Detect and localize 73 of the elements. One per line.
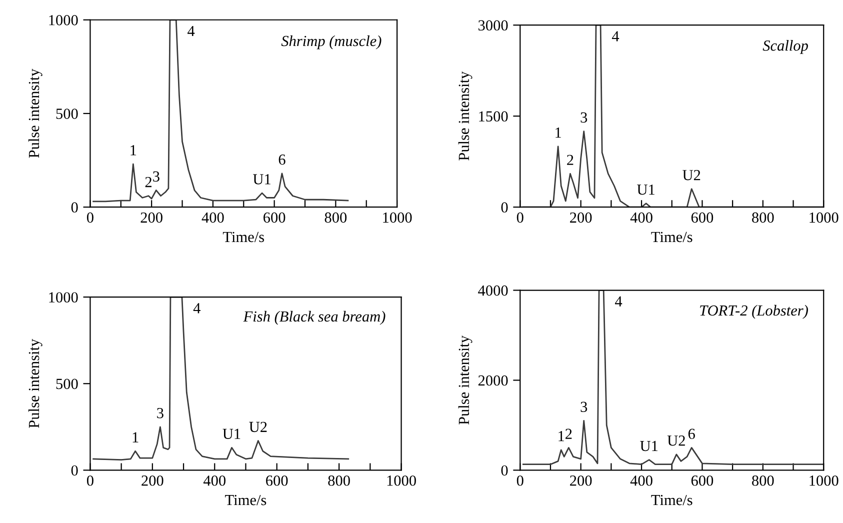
y-tick-label: 1500 [479, 111, 508, 122]
x-tick-label: 600 [691, 475, 714, 486]
x-tick-label: 1000 [810, 475, 838, 486]
x-tick-label: 600 [264, 212, 286, 223]
annotation: 3 [580, 402, 588, 412]
y-tick-label: 3000 [478, 20, 508, 31]
annotation: 4 [188, 26, 195, 36]
annotation: U1 [222, 428, 240, 440]
y-tick-label: 2000 [478, 375, 508, 386]
y-tick-label: 500 [56, 378, 78, 390]
x-tick-label: 0 [86, 212, 94, 223]
y-tick-label: 0 [71, 202, 78, 213]
annotation: U2 [667, 436, 685, 446]
annotation: 2 [145, 176, 152, 188]
x-axis-title: Time/s [651, 494, 692, 506]
y-tick-label: 1000 [49, 292, 78, 303]
annotation: 2 [567, 154, 574, 165]
x-tick-label: 800 [328, 475, 350, 486]
annotation: U1 [253, 174, 270, 184]
x-axis-title: Time/s [651, 232, 692, 242]
x-tick-label: 400 [630, 475, 652, 486]
annotation: 4 [193, 303, 200, 314]
x-tick-label: 800 [752, 212, 774, 223]
annotation: U1 [637, 184, 654, 195]
x-tick-label: 800 [324, 212, 347, 223]
x-axis-title: Time/s [225, 494, 266, 506]
annotation: U2 [682, 170, 700, 180]
annotation: Fish (Black sea bream) [243, 310, 386, 325]
x-tick-label: 200 [140, 212, 162, 223]
y-axis-title: Pulse intensity [458, 71, 472, 160]
x-tick-label: 200 [570, 212, 592, 223]
x-tick-label: 600 [691, 212, 714, 223]
x-tick-label: 200 [142, 475, 164, 486]
x-tick-label: 800 [752, 475, 774, 486]
annotation: 1 [132, 432, 138, 442]
y-axis-title: Pulse intensity [458, 336, 472, 425]
x-tick-label: 0 [86, 475, 94, 486]
x-axis-title: Time/s [222, 232, 264, 242]
annotation: 1 [556, 128, 561, 138]
annotation: 3 [580, 112, 588, 123]
annotation: 1 [558, 431, 564, 442]
x-tick-label: 0 [516, 475, 524, 486]
annotation: Shrimp (muscle) [281, 35, 382, 50]
y-axis-title: Pulse intensity [28, 68, 42, 158]
y-tick-label: 0 [501, 202, 508, 213]
x-tick-label: 1000 [383, 212, 412, 223]
x-tick-label: 200 [570, 475, 592, 486]
annotation: 6 [688, 428, 695, 440]
x-tick-label: 0 [516, 212, 524, 223]
x-tick-label: 1000 [810, 212, 838, 223]
x-tick-label: 400 [203, 475, 226, 486]
y-tick-label: 1000 [49, 15, 78, 26]
x-tick-label: 1000 [387, 475, 416, 486]
annotation: TORT-2 (Lobster) [700, 304, 808, 319]
x-tick-label: 400 [202, 212, 224, 223]
y-tick-label: 0 [71, 465, 78, 476]
annotation: 3 [157, 408, 164, 418]
y-tick-label: 0 [501, 465, 508, 476]
annotation: 4 [612, 31, 620, 42]
annotation: 6 [278, 154, 286, 165]
annotation: U2 [249, 422, 267, 432]
line-series [522, 290, 824, 466]
annotation: 3 [153, 171, 160, 182]
y-axis-title: Pulse intensity [28, 338, 42, 428]
annotation: 1 [130, 145, 136, 156]
y-tick-label: 500 [56, 108, 78, 119]
y-tick-label: 4000 [478, 285, 508, 296]
annotation: Scallop [762, 40, 808, 54]
x-tick-label: 400 [630, 212, 652, 223]
annotation: U1 [640, 440, 658, 452]
annotation: 4 [614, 296, 622, 306]
x-tick-label: 600 [266, 475, 288, 486]
annotation: 2 [566, 428, 572, 439]
